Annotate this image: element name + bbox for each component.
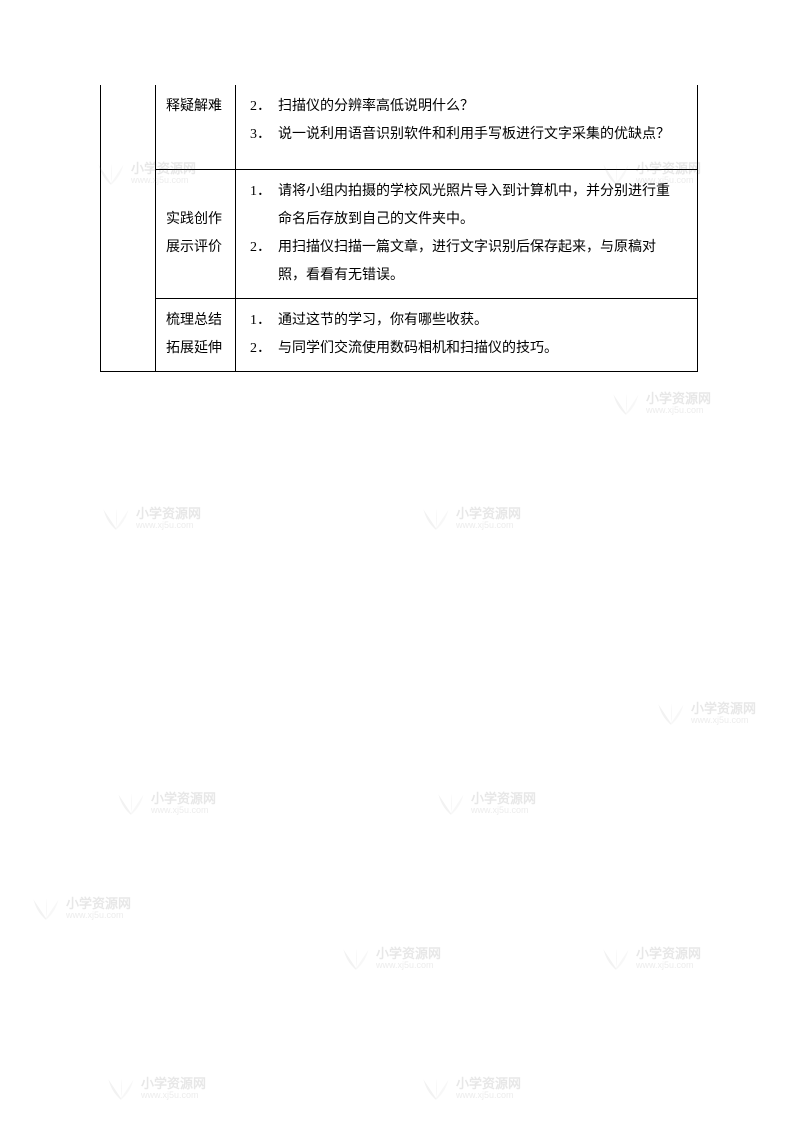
leaf-icon (420, 505, 452, 533)
watermark-text: 小学资源网 www.xj5u.com (636, 947, 701, 971)
lesson-table-container: 释疑解难 2． 扫描仪的分辨率高低说明什么？ 3． 说一说利用语音识别软件和利用… (100, 85, 697, 372)
leaf-icon (115, 790, 147, 818)
watermark: 小学资源网 www.xj5u.com (340, 945, 441, 973)
watermark-text: 小学资源网 www.xj5u.com (151, 792, 216, 816)
item-number: 3． (250, 121, 271, 149)
lesson-table: 释疑解难 2． 扫描仪的分辨率高低说明什么？ 3． 说一说利用语音识别软件和利用… (100, 85, 698, 372)
watermark: 小学资源网 www.xj5u.com (655, 700, 756, 728)
leaf-icon (30, 895, 62, 923)
row-label: 释疑解难 (166, 99, 222, 114)
list-item: 2． 扫描仪的分辨率高低说明什么？ (250, 93, 683, 121)
leaf-icon (435, 790, 467, 818)
list-item: 2． 与同学们交流使用数码相机和扫描仪的技巧。 (250, 335, 683, 363)
item-list: 2． 扫描仪的分辨率高低说明什么？ 3． 说一说利用语音识别软件和利用手写板进行… (250, 93, 683, 149)
table-content-cell: 1． 请将小组内拍摄的学校风光照片导入到计算机中，并分别进行重命名后存放到自己的… (236, 170, 698, 299)
leaf-icon (420, 1075, 452, 1103)
table-content-cell: 2． 扫描仪的分辨率高低说明什么？ 3． 说一说利用语音识别软件和利用手写板进行… (236, 85, 698, 170)
watermark-text: 小学资源网 www.xj5u.com (376, 947, 441, 971)
table-row: 实践创作 展示评价 1． 请将小组内拍摄的学校风光照片导入到计算机中，并分别进行… (101, 170, 698, 299)
leaf-icon (340, 945, 372, 973)
row-label-line2: 展示评价 (166, 240, 222, 255)
item-number: 1． (250, 178, 271, 206)
list-item: 1． 请将小组内拍摄的学校风光照片导入到计算机中，并分别进行重命名后存放到自己的… (250, 178, 683, 234)
item-number: 2． (250, 335, 271, 363)
row-label-line2: 拓展延伸 (166, 341, 222, 356)
item-list: 1． 通过这节的学习，你有哪些收获。 2． 与同学们交流使用数码相机和扫描仪的技… (250, 307, 683, 363)
leaf-icon (610, 390, 642, 418)
table-row: 梳理总结 拓展延伸 1． 通过这节的学习，你有哪些收获。 2． 与同学们交流使用… (101, 299, 698, 372)
watermark-text: 小学资源网 www.xj5u.com (66, 897, 131, 921)
row-label-line1: 实践创作 (166, 212, 222, 227)
table-label-cell: 释疑解难 (156, 85, 236, 170)
item-text: 用扫描仪扫描一篇文章，进行文字识别后保存起来，与原稿对照，看看有无错误。 (278, 240, 656, 283)
list-item: 3． 说一说利用语音识别软件和利用手写板进行文字采集的优缺点？ (250, 121, 683, 149)
item-number: 2． (250, 234, 271, 262)
table-content-cell: 1． 通过这节的学习，你有哪些收获。 2． 与同学们交流使用数码相机和扫描仪的技… (236, 299, 698, 372)
item-text: 通过这节的学习，你有哪些收获。 (278, 313, 488, 328)
watermark-text: 小学资源网 www.xj5u.com (691, 702, 756, 726)
watermark: 小学资源网 www.xj5u.com (435, 790, 536, 818)
leaf-icon (105, 1075, 137, 1103)
leaf-icon (655, 700, 687, 728)
table-left-column (101, 85, 156, 372)
leaf-icon (100, 505, 132, 533)
watermark: 小学资源网 www.xj5u.com (100, 505, 201, 533)
watermark-text: 小学资源网 www.xj5u.com (456, 1077, 521, 1101)
item-text: 与同学们交流使用数码相机和扫描仪的技巧。 (278, 341, 558, 356)
item-number: 2． (250, 93, 271, 121)
watermark-text: 小学资源网 www.xj5u.com (646, 392, 711, 416)
table-row: 释疑解难 2． 扫描仪的分辨率高低说明什么？ 3． 说一说利用语音识别软件和利用… (101, 85, 698, 170)
watermark-text: 小学资源网 www.xj5u.com (471, 792, 536, 816)
item-number: 1． (250, 307, 271, 335)
watermark: 小学资源网 www.xj5u.com (610, 390, 711, 418)
watermark: 小学资源网 www.xj5u.com (115, 790, 216, 818)
watermark-text: 小学资源网 www.xj5u.com (141, 1077, 206, 1101)
table-label-cell: 实践创作 展示评价 (156, 170, 236, 299)
watermark-text: 小学资源网 www.xj5u.com (136, 507, 201, 531)
item-list: 1． 请将小组内拍摄的学校风光照片导入到计算机中，并分别进行重命名后存放到自己的… (250, 178, 683, 290)
list-item: 2． 用扫描仪扫描一篇文章，进行文字识别后保存起来，与原稿对照，看看有无错误。 (250, 234, 683, 290)
table-label-cell: 梳理总结 拓展延伸 (156, 299, 236, 372)
list-item: 1． 通过这节的学习，你有哪些收获。 (250, 307, 683, 335)
watermark-text: 小学资源网 www.xj5u.com (456, 507, 521, 531)
leaf-icon (600, 945, 632, 973)
item-text: 扫描仪的分辨率高低说明什么？ (278, 99, 474, 114)
watermark: 小学资源网 www.xj5u.com (420, 505, 521, 533)
watermark: 小学资源网 www.xj5u.com (600, 945, 701, 973)
row-label-line1: 梳理总结 (166, 313, 222, 328)
item-text: 说一说利用语音识别软件和利用手写板进行文字采集的优缺点？ (278, 127, 670, 142)
watermark: 小学资源网 www.xj5u.com (105, 1075, 206, 1103)
watermark: 小学资源网 www.xj5u.com (30, 895, 131, 923)
item-text: 请将小组内拍摄的学校风光照片导入到计算机中，并分别进行重命名后存放到自己的文件夹… (278, 184, 670, 227)
watermark: 小学资源网 www.xj5u.com (420, 1075, 521, 1103)
